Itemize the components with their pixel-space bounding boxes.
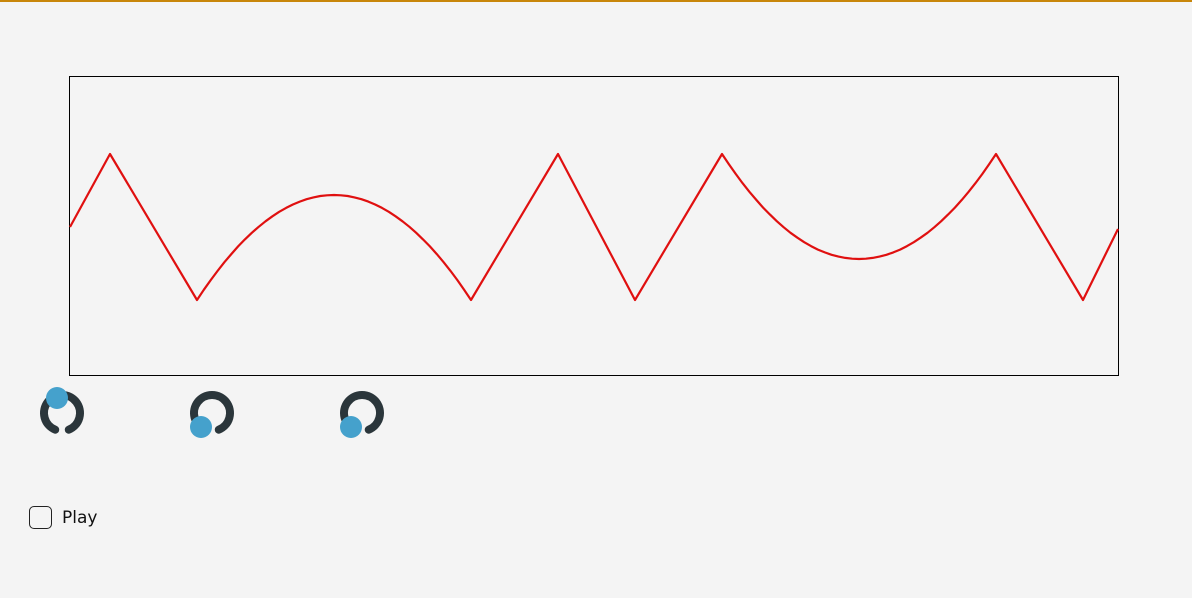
knob-2-svg [190, 391, 234, 438]
knob-2[interactable] [187, 388, 237, 438]
knob-3[interactable] [337, 388, 387, 438]
knob-2-handle[interactable] [190, 416, 212, 438]
knob-3-handle[interactable] [340, 416, 362, 438]
top-accent-bar [0, 0, 1192, 2]
play-label: Play [62, 507, 98, 528]
play-checkbox[interactable] [29, 506, 52, 529]
play-toggle[interactable]: Play [29, 506, 97, 529]
waveform-display [69, 76, 1119, 376]
waveform-line [69, 152, 1119, 302]
waveform-svg [69, 152, 1119, 302]
knob-1-svg [40, 387, 84, 434]
knob-1-handle[interactable] [46, 387, 68, 409]
knob-3-svg [340, 391, 384, 438]
knob-1[interactable] [37, 387, 87, 438]
